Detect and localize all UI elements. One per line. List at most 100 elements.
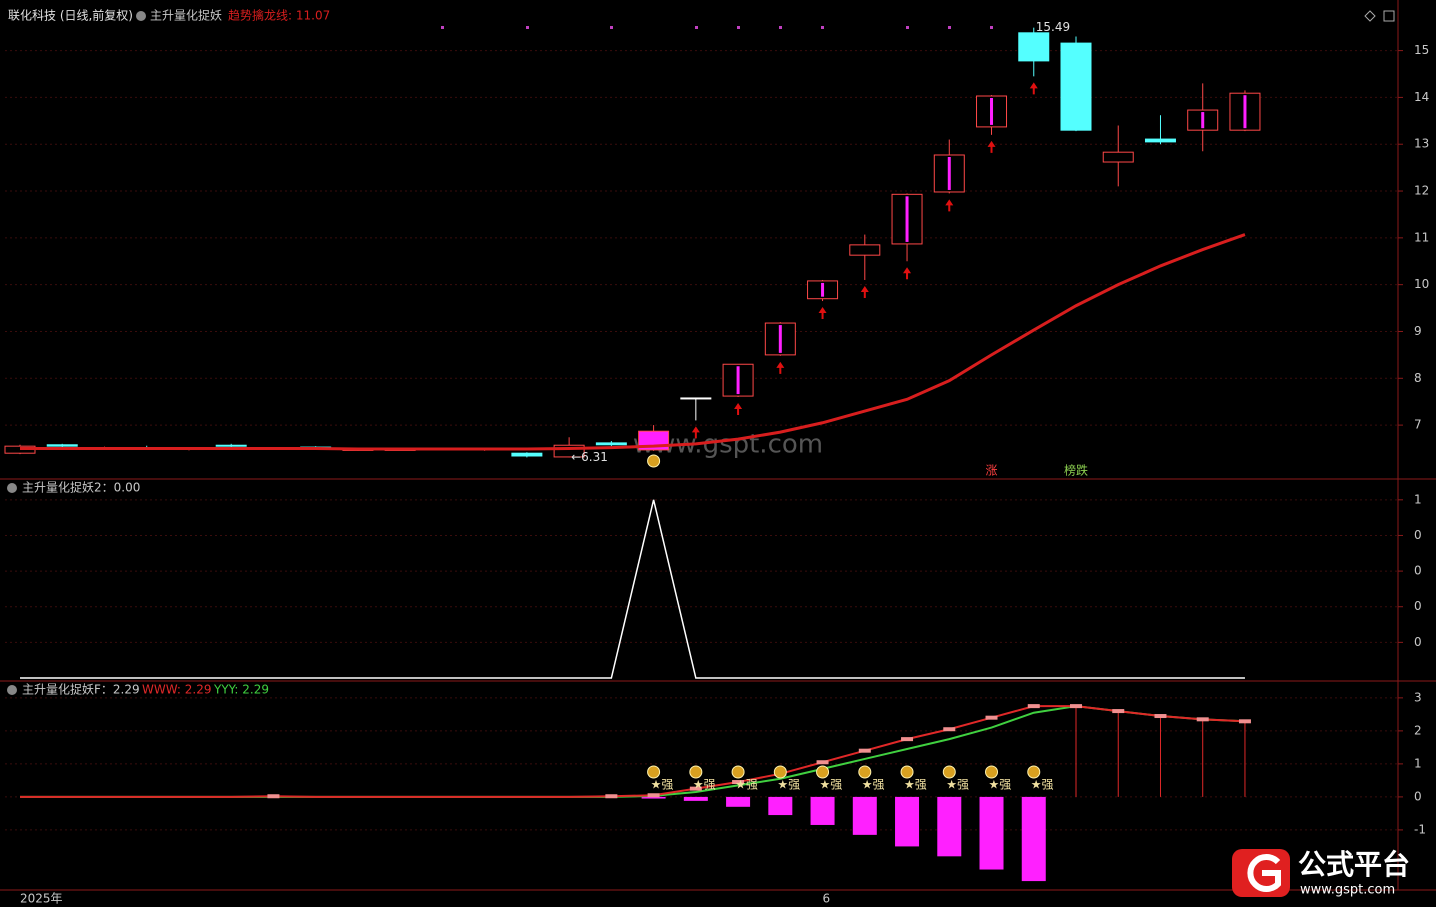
- signal-arrow: [1029, 82, 1038, 95]
- y-tick-label: 7: [1414, 418, 1422, 432]
- indicator-name: 主升量化捉妖: [150, 8, 222, 23]
- tag: 榜跌: [1064, 463, 1088, 478]
- icon[interactable]: [1383, 10, 1395, 22]
- signal-arrow: [945, 199, 954, 212]
- signal-label: ★强: [1031, 778, 1054, 792]
- y-tick-label: 8: [1414, 371, 1422, 385]
- y-tick-label: 9: [1414, 324, 1422, 338]
- money-bag: [942, 765, 956, 779]
- candle-body: [1102, 151, 1134, 163]
- signal-arrow: [776, 361, 785, 374]
- toggle-icon[interactable]: [136, 11, 146, 21]
- signal-arrow: [987, 140, 996, 153]
- logo-url: www.gspt.com: [1300, 883, 1395, 898]
- marker: [901, 737, 914, 742]
- y-tick-label: 1: [1414, 756, 1422, 770]
- marker: [985, 715, 998, 720]
- y-tick-label: 0: [1414, 635, 1422, 649]
- signal-line: [20, 499, 1245, 679]
- y-tick-label: 14: [1414, 90, 1429, 104]
- y-tick-label: 11: [1414, 230, 1429, 244]
- candle-body: [1144, 138, 1176, 143]
- bar: [726, 796, 751, 807]
- toggle-icon[interactable]: [7, 483, 17, 493]
- signal-label: ★强: [946, 778, 969, 792]
- stock-name: 联化科技 (日线,前复权): [8, 8, 133, 23]
- bar: [768, 796, 793, 816]
- candle-body: [46, 444, 78, 447]
- candle-body: [849, 244, 881, 256]
- signal-label: ★强: [904, 778, 927, 792]
- bar: [895, 796, 920, 847]
- y-tick-label: 10: [1414, 277, 1429, 291]
- indicator-line: [20, 705, 1246, 798]
- money-bag: [1027, 765, 1041, 779]
- marker: [1112, 709, 1125, 714]
- y-tick-label: 13: [1414, 137, 1429, 151]
- y-tick-label: -1: [1414, 822, 1426, 836]
- x-tick-label: 2025年: [20, 892, 63, 906]
- money-bag: [985, 765, 999, 779]
- annotation: ←6.31: [571, 450, 608, 464]
- marker: [605, 794, 618, 799]
- marker: [1154, 714, 1167, 719]
- money-bag: [816, 765, 830, 779]
- ma-line: [20, 233, 1246, 451]
- tag: 涨: [986, 463, 998, 478]
- signal-label: ★强: [735, 778, 758, 792]
- candle-body: [553, 444, 585, 458]
- toggle-icon[interactable]: [7, 685, 17, 695]
- series-label: 趋势擒龙线: 11.07: [228, 8, 330, 23]
- marker: [732, 780, 745, 785]
- marker: [1027, 704, 1040, 709]
- signal-label: ★强: [820, 778, 843, 792]
- candle-body: [1060, 42, 1092, 131]
- bar: [641, 796, 666, 799]
- x-tick-label: 6: [823, 892, 831, 906]
- logo-title: 公式平台: [1298, 848, 1410, 881]
- bar: [937, 796, 962, 857]
- bar: [979, 796, 1004, 870]
- y-tick-label: 0: [1414, 599, 1422, 613]
- bar: [852, 796, 877, 835]
- candle-body: [680, 397, 712, 400]
- y-tick-label: 15: [1414, 43, 1429, 57]
- y-tick-label: 0: [1414, 528, 1422, 542]
- signal-arrow: [903, 267, 912, 280]
- bar: [683, 796, 708, 801]
- marker: [858, 748, 871, 753]
- dots: [441, 26, 993, 29]
- bar: [1021, 796, 1046, 882]
- marker: [816, 760, 829, 765]
- candle-body: [511, 452, 543, 457]
- bar: [810, 796, 835, 825]
- signal-label: ★强: [651, 778, 674, 792]
- marker: [267, 794, 280, 799]
- icon[interactable]: [1364, 10, 1376, 22]
- signal-arrow: [734, 403, 743, 416]
- signal-label: ★强: [777, 778, 800, 792]
- signal-label: ★强: [989, 778, 1012, 792]
- y-tick-label: 2: [1414, 723, 1422, 737]
- series-label: WWW: 2.29: [142, 683, 211, 697]
- marker: [1070, 704, 1082, 709]
- marker: [689, 786, 702, 791]
- candle-body: [1018, 32, 1050, 62]
- series-label: YYY: 2.29: [213, 683, 269, 697]
- y-tick-label: 0: [1414, 564, 1422, 578]
- panel-title: 主升量化捉妖2：0.00: [22, 480, 140, 495]
- y-tick-label: 0: [1414, 789, 1422, 803]
- marker: [1238, 719, 1251, 724]
- y-tick-label: 12: [1414, 184, 1429, 198]
- marker: [943, 727, 956, 732]
- candle-body: [595, 442, 627, 446]
- money-bag: [900, 765, 914, 779]
- y-tick-label: 1: [1414, 492, 1422, 506]
- money-bag: [858, 765, 872, 779]
- signal-arrow: [691, 426, 700, 439]
- logo-glyph: [1247, 854, 1281, 892]
- signal-label: ★强: [862, 778, 885, 792]
- marker: [1196, 717, 1209, 722]
